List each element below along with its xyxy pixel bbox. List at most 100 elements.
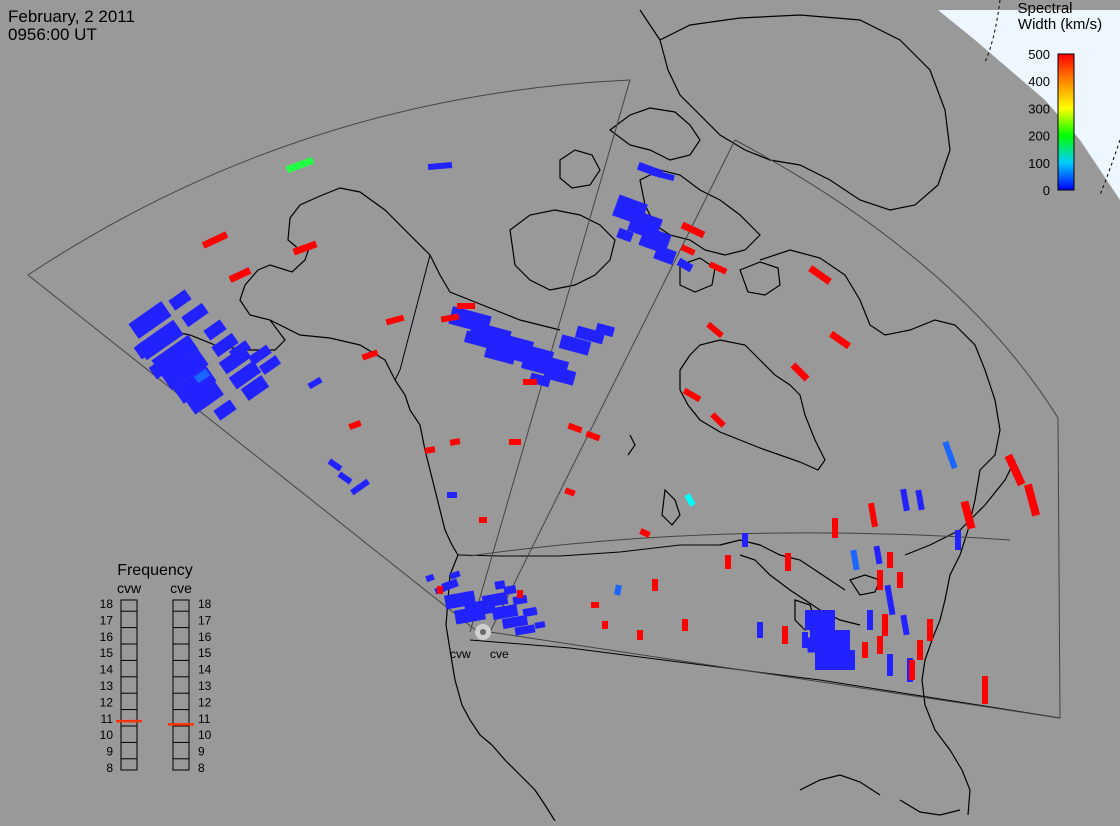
backscatter-cell	[512, 594, 528, 606]
backscatter-cell	[534, 621, 546, 629]
frequency-tick-right: 17	[198, 613, 212, 627]
backscatter-cell	[479, 517, 487, 523]
backscatter-cell	[680, 221, 706, 239]
backscatter-cell	[805, 610, 835, 630]
backscatter-cell	[441, 578, 459, 592]
backscatter-cell	[682, 619, 688, 631]
backscatter-cell	[676, 257, 694, 273]
backscatter-cell	[706, 321, 724, 339]
colorbar-tick-label: 100	[1028, 156, 1050, 171]
backscatter-cell	[503, 585, 517, 595]
backscatter-cell	[514, 624, 536, 636]
date-label: February, 2 2011	[8, 7, 135, 26]
frequency-tick-left: 8	[106, 761, 113, 775]
backscatter-cell	[501, 614, 529, 630]
backscatter-cell	[425, 573, 435, 583]
backscatter-cell	[201, 231, 229, 249]
colorbar-tick-label: 500	[1028, 47, 1050, 62]
frequency-title: Frequency	[117, 562, 193, 579]
frequency-tick-left: 13	[100, 679, 114, 693]
backscatter-cell	[517, 590, 523, 598]
frequency-label-cvw: cvw	[117, 580, 142, 596]
backscatter-cell	[437, 586, 443, 594]
coastlines	[164, 9, 1016, 822]
backscatter-cell	[802, 632, 808, 648]
backscatter-cell	[782, 626, 788, 644]
colorbar-tick-label: 200	[1028, 129, 1050, 144]
backscatter-cell	[228, 267, 252, 283]
backscatter-cell	[258, 355, 282, 375]
radar-site-label-cve: cve	[490, 647, 509, 661]
backscatter-cell	[186, 381, 224, 415]
backscatter-cell	[887, 654, 893, 676]
frequency-tick-right: 11	[198, 712, 211, 726]
backscatter-cell	[483, 345, 517, 365]
backscatter-cell	[148, 350, 182, 380]
backscatter-cell	[684, 493, 696, 507]
backscatter-cell	[900, 614, 910, 636]
backscatter-cell	[602, 621, 608, 629]
backscatter-cell	[680, 244, 696, 256]
backscatter-cell	[725, 555, 731, 569]
fov-outlines	[27, 79, 1061, 719]
backscatter-cell	[785, 553, 791, 571]
backscatter-cell	[168, 289, 192, 311]
backscatter-cell	[808, 265, 832, 285]
frequency-tick-right: 10	[198, 728, 212, 742]
color-bar-legend: Spectral Width (km/s) 500 400 300 200 100 0	[1017, 0, 1102, 198]
backscatter-cell	[682, 387, 702, 403]
backscatter-cell	[463, 330, 497, 350]
backscatter-cell	[348, 420, 362, 430]
backscatter-cell	[228, 340, 252, 360]
backscatter-cell	[828, 330, 852, 350]
backscatter-cell	[955, 530, 961, 550]
backscatter-cell	[882, 614, 888, 636]
backscatter-cell	[427, 161, 453, 171]
backscatter-cell	[742, 533, 748, 547]
backscatter-cell	[862, 642, 868, 658]
backscatter-cell	[213, 399, 237, 421]
timestamp-header: February, 2 2011 0956:00 UT	[8, 8, 135, 44]
backscatter-cell	[181, 302, 209, 328]
backscatter-cell	[649, 168, 675, 182]
backscatter-cell	[193, 368, 211, 384]
backscatter-cell	[567, 422, 583, 434]
frequency-tick-right: 15	[198, 646, 212, 660]
backscatter-cell	[982, 676, 988, 704]
backscatter-cell	[447, 492, 457, 498]
backscatter-cell	[927, 619, 933, 641]
backscatter-cell	[616, 227, 634, 243]
colorbar-tick-label: 400	[1028, 74, 1050, 89]
backscatter-cell	[424, 446, 436, 454]
backscatter-cell	[449, 438, 461, 446]
backscatter-cell	[509, 439, 521, 445]
backscatter-cell	[877, 636, 883, 654]
backscatter-cell	[790, 362, 810, 382]
radar-sites: cvw cve	[450, 624, 509, 661]
backscatter-cell	[564, 487, 576, 497]
backscatter-cell	[867, 610, 873, 630]
backscatter-cell	[203, 319, 227, 341]
backscatter-cell	[248, 344, 272, 366]
frequency-tick-left: 17	[100, 613, 114, 627]
frequency-label-cve: cve	[170, 580, 192, 596]
colorbar-ticks: 500 400 300 200 100 0	[1028, 47, 1050, 198]
frequency-ticks: 18 18 17 17 16 16 15 15 14 14 13 13 12 12 11 11 10 10 9 9 8 8	[100, 597, 212, 775]
backscatter-cell	[915, 489, 925, 511]
backscatter-cell	[652, 579, 658, 591]
frequency-tick-right: 18	[198, 597, 212, 611]
backscatter-cell	[708, 261, 728, 275]
backscatter-cell	[523, 379, 537, 385]
colorbar-tick-label: 0	[1043, 183, 1050, 198]
backscatter-cell	[133, 330, 167, 360]
colorbar-title-line2: Width (km/s)	[1018, 16, 1102, 33]
frequency-tick-right: 9	[198, 745, 205, 759]
backscatter-cell	[350, 478, 370, 496]
frequency-tick-right: 14	[198, 663, 212, 677]
frequency-tick-left: 16	[100, 630, 114, 644]
backscatter-cell	[327, 458, 343, 472]
backscatter-cell	[494, 580, 506, 590]
backscatter-cell	[639, 528, 651, 538]
backscatter-cell	[850, 549, 860, 571]
